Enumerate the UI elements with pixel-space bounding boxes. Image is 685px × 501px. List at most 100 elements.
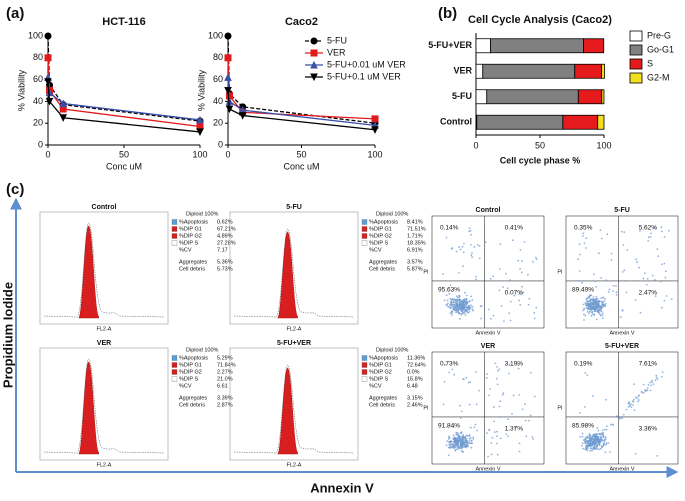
event-dot	[511, 413, 513, 415]
event-dot	[451, 444, 454, 447]
x-tick-label: 100	[367, 149, 382, 159]
event-dot	[652, 383, 655, 386]
event-dot	[468, 306, 471, 309]
x-tick-label: 100	[596, 140, 611, 150]
event-dot	[593, 448, 595, 450]
event-dot	[583, 313, 585, 316]
event-dot	[582, 235, 584, 237]
event-dot	[595, 305, 598, 308]
stats-swatch	[361, 219, 368, 225]
event-dot	[607, 442, 610, 444]
y-axis-label: % Viability	[16, 69, 26, 111]
event-dot	[625, 408, 628, 411]
event-dot	[469, 426, 472, 429]
event-dot	[488, 308, 490, 311]
dot-plot-title: 5-FU+VER	[605, 343, 639, 350]
event-dot	[596, 447, 599, 450]
stats-value: 27.28%	[217, 240, 236, 246]
stats-swatch	[171, 219, 178, 225]
axis-label: Annexin V	[609, 330, 634, 336]
event-dot	[612, 290, 614, 293]
event-dot	[639, 311, 642, 314]
event-dot	[649, 381, 651, 384]
stats-swatch	[361, 355, 368, 361]
event-dot	[509, 300, 512, 303]
bar-segment	[562, 114, 599, 130]
event-dot	[597, 429, 600, 432]
stats-value: 72.64%	[407, 362, 426, 368]
stats-value: 6.48	[407, 383, 418, 389]
event-dot	[596, 310, 598, 312]
event-dot	[628, 403, 630, 405]
event-dot	[594, 445, 597, 448]
event-dot	[649, 236, 652, 238]
event-dot	[457, 440, 460, 443]
stats-swatch	[361, 376, 368, 382]
event-dot	[467, 381, 470, 384]
event-dot	[459, 416, 462, 419]
event-dot	[451, 314, 453, 316]
event-dot	[496, 453, 499, 456]
event-dot	[462, 300, 464, 302]
event-dot	[591, 448, 594, 450]
series-line	[47, 35, 201, 122]
event-dot	[593, 309, 596, 312]
event-dot	[454, 443, 457, 445]
stats-label: %DIP G2	[179, 369, 202, 375]
event-dot	[456, 300, 458, 303]
event-dot	[632, 404, 634, 406]
y-tick-label: 100	[208, 30, 223, 40]
event-dot	[448, 306, 451, 308]
event-dot	[591, 313, 594, 315]
event-dot	[636, 261, 638, 264]
event-dot	[591, 440, 594, 443]
event-dot	[650, 232, 652, 235]
event-dot	[533, 311, 536, 314]
event-dot	[594, 433, 596, 435]
bar-segment	[583, 38, 605, 54]
event-dot	[456, 448, 458, 450]
event-dot	[603, 442, 606, 445]
event-dot	[582, 303, 585, 306]
axis-label: PI	[557, 405, 563, 411]
event-dot	[605, 398, 607, 401]
legend-label: VER	[327, 47, 346, 57]
event-dot	[577, 280, 580, 282]
event-dot	[654, 295, 657, 297]
event-dot	[468, 403, 471, 406]
point	[44, 54, 52, 62]
event-dot	[498, 268, 501, 270]
event-dot	[519, 249, 522, 251]
legend-swatch	[629, 30, 643, 42]
event-dot	[470, 304, 472, 307]
event-dot	[593, 443, 596, 446]
event-dot	[449, 284, 452, 287]
event-dot	[461, 307, 464, 309]
event-dot	[463, 378, 465, 380]
event-dot	[604, 298, 606, 300]
event-dot	[486, 373, 489, 375]
event-dot	[633, 409, 636, 412]
event-dot	[499, 416, 502, 418]
event-dot	[498, 289, 501, 292]
event-dot	[597, 440, 600, 442]
panel-label: (c)	[6, 181, 24, 198]
quadrant-value: 3.36%	[639, 426, 658, 433]
event-dot	[460, 304, 463, 307]
event-dot	[595, 438, 597, 441]
series-line	[227, 90, 376, 131]
event-dot	[490, 453, 493, 456]
axis-label: FL2-A	[287, 326, 302, 332]
stats-label: %DIP S	[369, 376, 388, 382]
legend-marker	[310, 73, 318, 82]
point	[59, 99, 68, 108]
event-dot	[603, 304, 606, 306]
event-dot	[598, 432, 601, 435]
stats-value: 5.87%	[407, 266, 423, 272]
event-dot	[449, 312, 452, 314]
event-dot	[647, 384, 650, 386]
event-dot	[600, 435, 603, 438]
histogram-title: VER	[97, 340, 111, 347]
event-dot	[635, 258, 637, 261]
event-dot	[519, 293, 522, 296]
